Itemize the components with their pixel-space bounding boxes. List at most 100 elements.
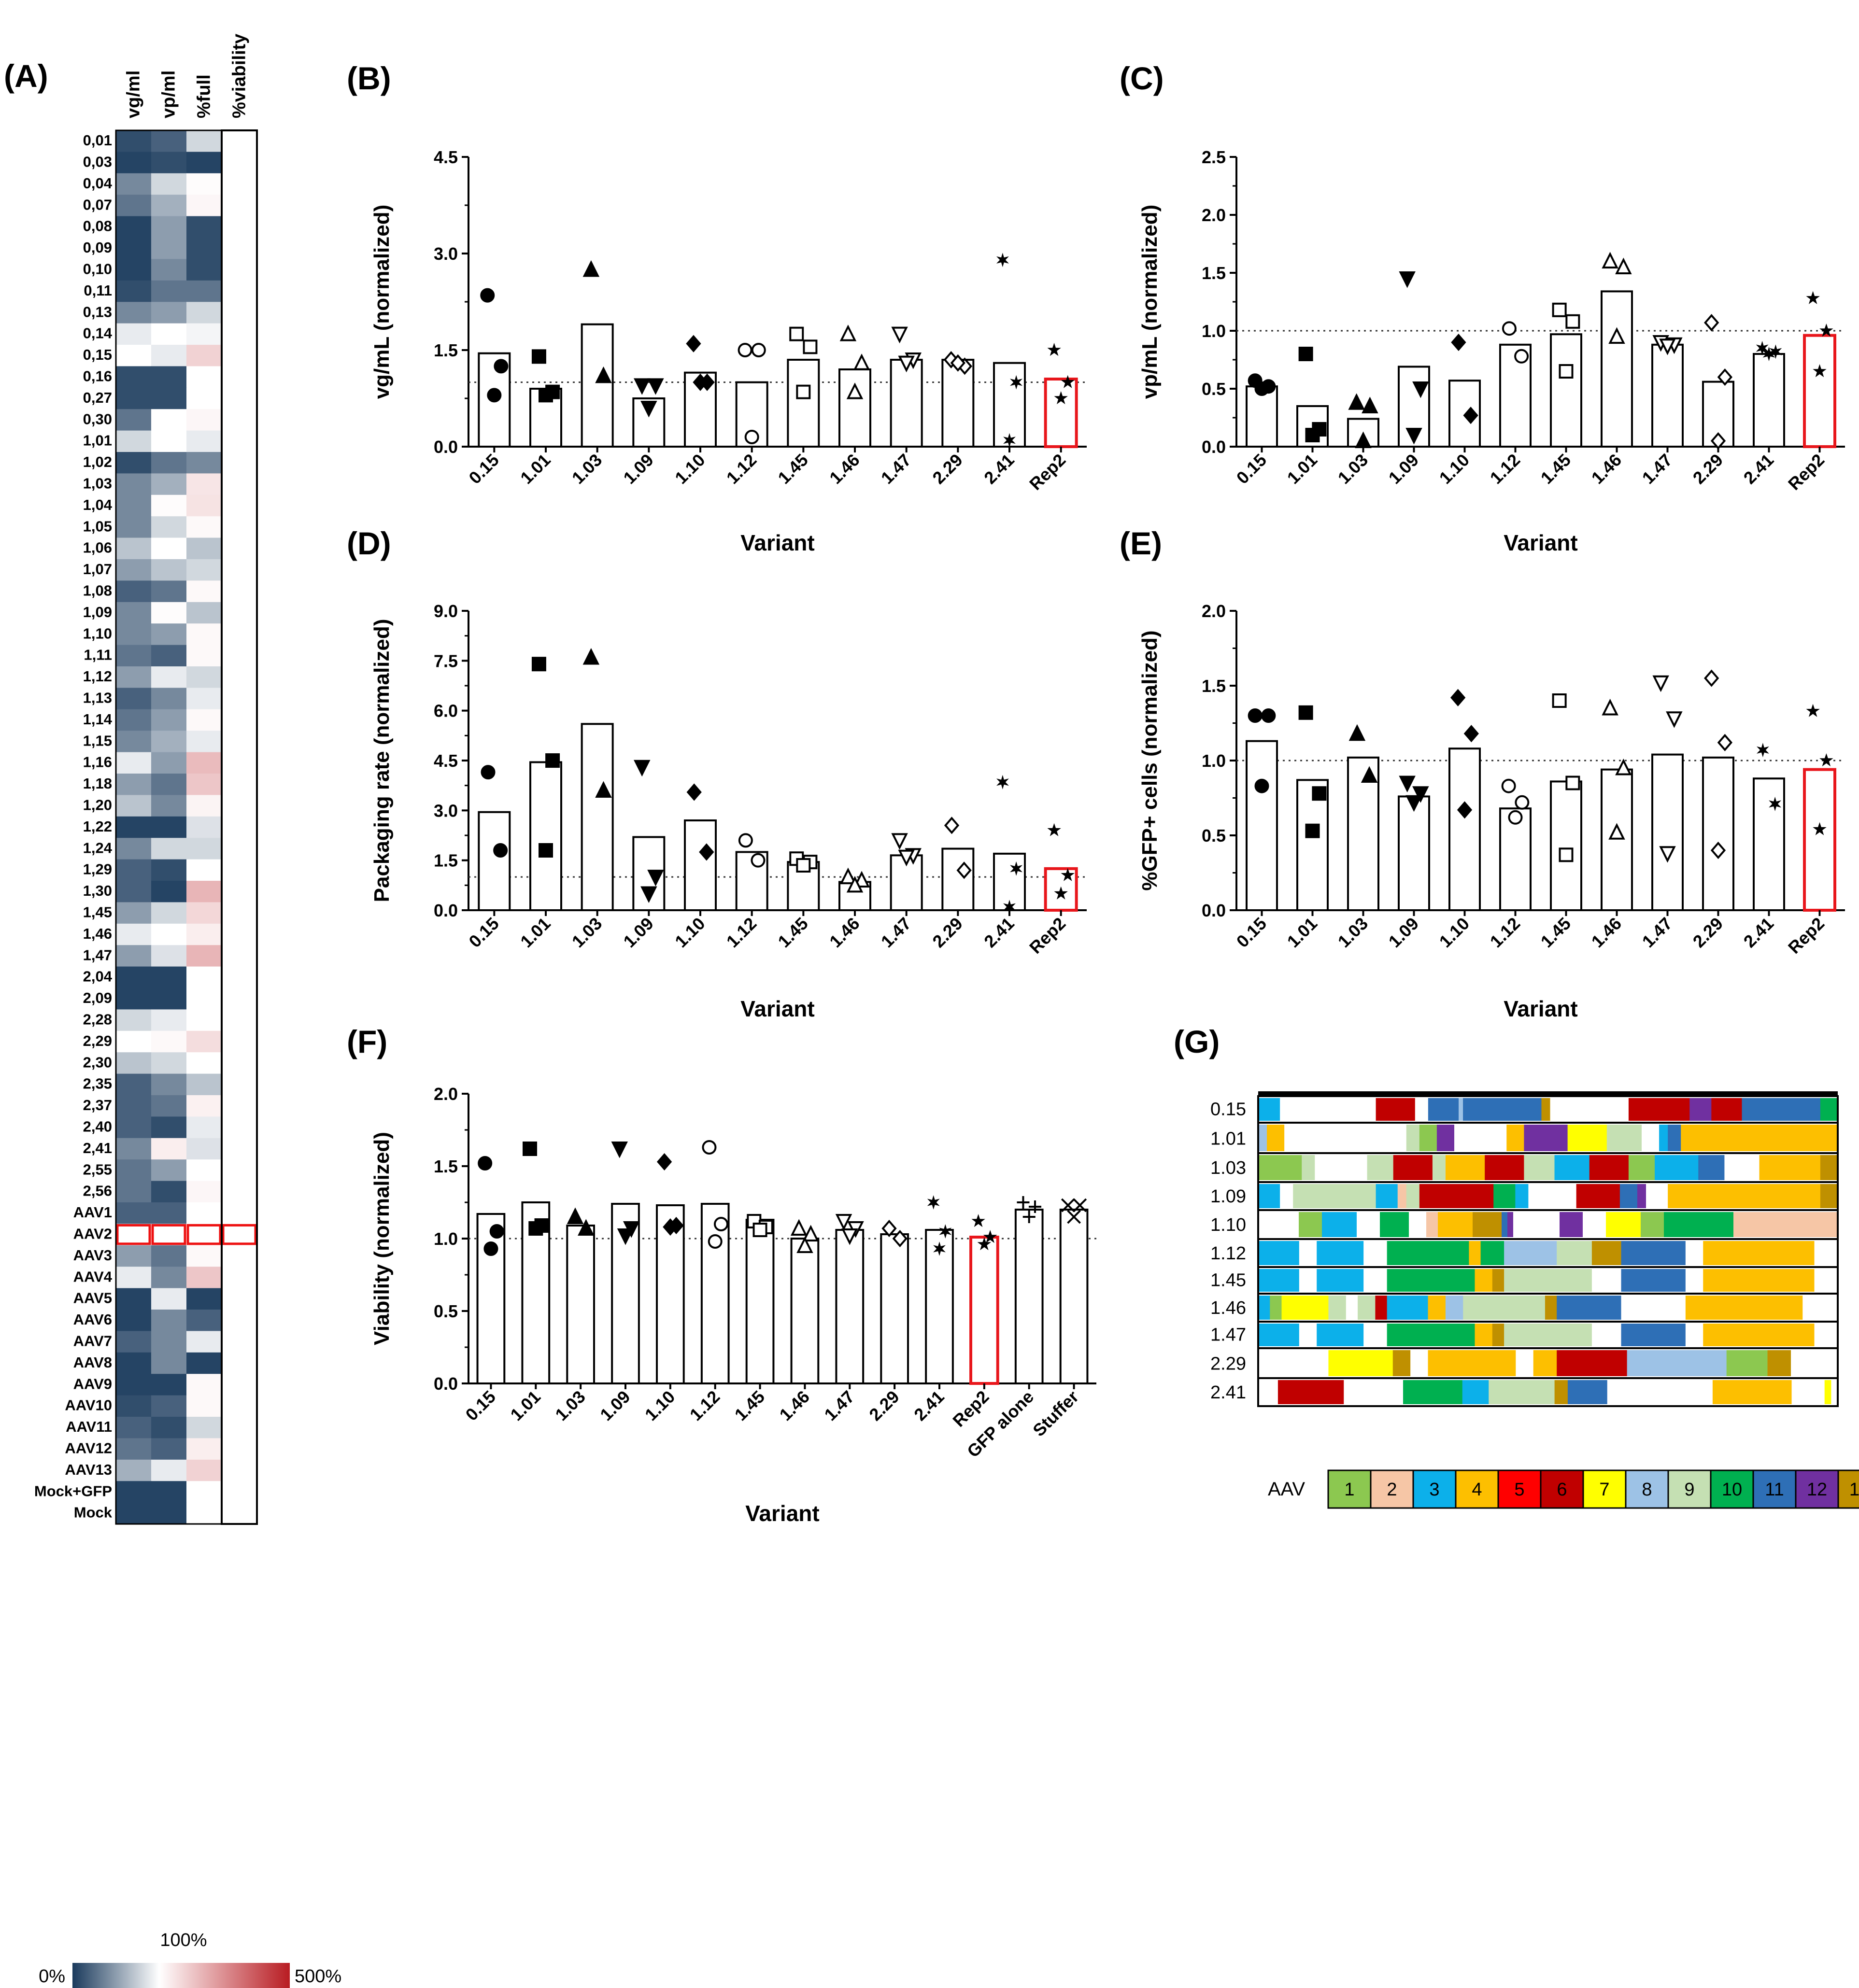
heatmap-cell — [186, 1009, 222, 1031]
heatmap-cell — [186, 666, 222, 688]
chimera-segment — [1528, 1380, 1555, 1404]
x-tick-label: 1.46 — [776, 1387, 814, 1425]
bar-chart-f: 0.00.51.01.52.00.15 1.01 1.03 1.09 1.10 1.12 1… — [370, 1084, 1096, 1526]
heatmap-row-label: 0,11 — [84, 282, 112, 299]
y-tick-label: 9.0 — [434, 601, 458, 621]
chimera-row-border — [1257, 1377, 1839, 1407]
data-point — [1355, 431, 1372, 448]
legend-label: 2 — [1387, 1480, 1397, 1500]
chimera-segment — [1258, 1184, 1280, 1208]
heatmap-row-label: 1,07 — [83, 561, 112, 578]
heatmap-cell — [222, 1009, 257, 1031]
y-tick-label: 0.5 — [1202, 826, 1226, 846]
heatmap-cell — [186, 1073, 222, 1096]
data-point — [1022, 1211, 1036, 1223]
chimera-segment — [1415, 1098, 1429, 1121]
x-tick-label: 1.10 — [671, 914, 709, 952]
chimera-segment — [1524, 1155, 1555, 1180]
heatmap-cell — [151, 945, 187, 967]
heatmap-cell — [151, 1481, 187, 1503]
heatmap-cell — [151, 709, 187, 731]
heatmap-cell — [151, 1052, 187, 1074]
panel-label-f: (F) — [347, 1024, 387, 1059]
heatmap-row-label: 2,40 — [83, 1118, 112, 1135]
heatmap-row-label: 1,14 — [83, 711, 113, 728]
heatmap-cell — [116, 1159, 152, 1182]
heatmap-cell — [186, 1224, 222, 1246]
data-point — [582, 648, 600, 665]
chimera-segment — [1473, 1212, 1502, 1237]
heatmap-row-label: AAV3 — [73, 1247, 112, 1264]
x-tick-label: 1.03 — [568, 450, 606, 488]
bar — [993, 362, 1026, 448]
data-point — [1565, 775, 1580, 790]
chimera-segment — [1645, 1241, 1686, 1265]
chimera-segment — [1685, 1296, 1803, 1320]
heatmap-cell — [186, 923, 222, 945]
data-point — [531, 349, 546, 364]
x-tick-label: 1.47 — [877, 914, 915, 952]
heatmap-cell — [222, 430, 257, 452]
chimera-segment — [1528, 1184, 1546, 1208]
bar-chart-b: 0.0 1.5 3.0 4.5 0.15 1.01 1.03 1.09 1.10 1.12 1.45… — [370, 147, 1087, 555]
heatmap-cell — [151, 902, 187, 924]
data-point — [582, 260, 600, 277]
heatmap-row-label: AAV13 — [65, 1461, 112, 1478]
y-tick-label: 0.0 — [1202, 901, 1226, 920]
data-point — [1017, 1196, 1030, 1209]
heatmap-cell — [186, 1395, 222, 1417]
x-tick-label: 0.15 — [465, 914, 503, 952]
heatmap-cell — [116, 1181, 152, 1203]
heatmap-cell — [151, 774, 187, 795]
x-tick-label: 0.15 — [1233, 450, 1271, 488]
data-point — [1248, 708, 1263, 723]
colorbar-min-label: 0% — [39, 1966, 65, 1987]
heatmap-cell — [116, 645, 152, 667]
data-point — [944, 817, 960, 834]
data-point — [1305, 428, 1320, 442]
data-point — [1054, 391, 1068, 405]
chimera-segment — [1332, 1155, 1368, 1180]
heatmap-cell — [151, 516, 187, 538]
chimera-segment — [1689, 1098, 1712, 1121]
data-point — [1457, 801, 1473, 819]
heatmap-cell — [151, 816, 187, 838]
heatmap-row-label: 1,29 — [83, 861, 112, 878]
x-tick-label: 2.29 — [865, 1387, 903, 1425]
heatmap-cell — [222, 1481, 257, 1503]
heatmap-highlight-cell — [116, 1224, 151, 1245]
chimera-segment — [1357, 1212, 1380, 1237]
y-tick-label: 6.0 — [434, 701, 458, 721]
data-point — [996, 253, 1009, 268]
y-tick-label: 0.5 — [434, 1301, 458, 1321]
heatmap-cell — [222, 1116, 257, 1139]
heatmap-row-label: AAV2 — [73, 1225, 112, 1242]
heatmap-row-label: 2,56 — [83, 1183, 112, 1199]
data-point — [841, 1228, 858, 1245]
heatmap-cell — [186, 130, 222, 152]
x-tick-label: 1.09 — [1385, 450, 1423, 488]
bar — [581, 723, 614, 911]
heatmap-cell — [116, 1245, 152, 1267]
data-point — [493, 843, 508, 858]
heatmap-row-label: AAV4 — [73, 1268, 113, 1285]
data-point — [1412, 786, 1429, 803]
chimera-segment — [1726, 1350, 1768, 1376]
data-point — [487, 388, 502, 403]
heatmap-row-label: Mock+GFP — [34, 1482, 112, 1499]
x-tick-label: Rep2 — [1784, 450, 1828, 494]
bar — [880, 1233, 909, 1384]
data-point — [663, 1218, 678, 1236]
chimera-segment — [1712, 1380, 1792, 1404]
heatmap-row-label: AAV12 — [65, 1439, 112, 1456]
chimera-segment — [1724, 1155, 1760, 1180]
heatmap-cell — [151, 1030, 187, 1053]
data-point — [839, 867, 857, 885]
x-tick-label: 1.03 — [1334, 914, 1372, 952]
heatmap-cell — [222, 881, 257, 902]
heatmap-cell — [116, 259, 152, 281]
heatmap-cell — [186, 387, 222, 409]
heatmap-cell — [116, 709, 152, 731]
heatmap-cell — [222, 1310, 257, 1331]
chimera-segment — [1814, 1324, 1838, 1346]
